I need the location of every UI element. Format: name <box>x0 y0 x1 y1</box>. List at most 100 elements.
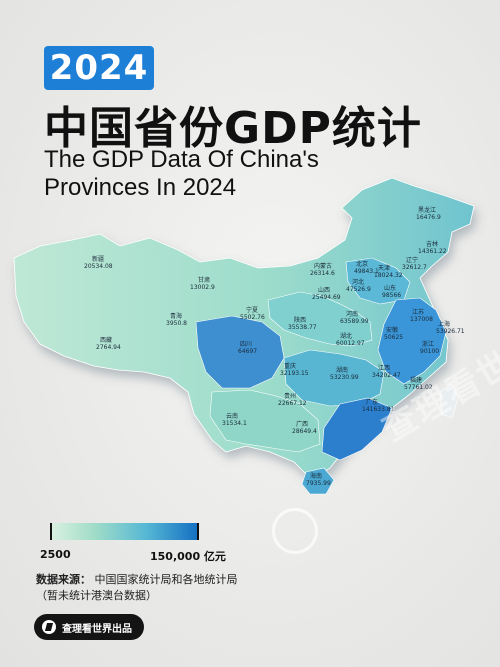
page-title-en: The GDP Data Of China's Provinces In 202… <box>44 146 319 201</box>
region-north-central <box>267 291 373 347</box>
svg-text:甘肃: 甘肃 <box>198 276 210 284</box>
svg-text:重庆: 重庆 <box>284 362 296 370</box>
brand-pill: 查理看世界出品 <box>34 614 144 640</box>
svg-text:14361.22: 14361.22 <box>418 248 447 255</box>
svg-text:31534.1: 31534.1 <box>222 420 247 427</box>
svg-text:上海: 上海 <box>438 320 450 328</box>
page-title-cn: 中国省份GDP统计 <box>44 103 422 154</box>
svg-text:7935.99: 7935.99 <box>306 480 331 487</box>
svg-text:18024.32: 18024.32 <box>374 272 403 279</box>
svg-text:98566: 98566 <box>382 292 401 299</box>
region-guangdong <box>321 397 393 461</box>
svg-text:陕西: 陕西 <box>294 316 306 324</box>
region-hainan <box>301 467 335 495</box>
svg-text:90100: 90100 <box>420 348 439 355</box>
region-taiwan <box>439 383 459 419</box>
legend-color-scale <box>50 523 199 540</box>
svg-text:北京: 北京 <box>356 260 368 268</box>
svg-text:黑龙江: 黑龙江 <box>418 206 436 214</box>
legend-min-label: 2500 <box>40 548 71 561</box>
svg-text:吉林: 吉林 <box>426 240 438 248</box>
svg-text:辽宁: 辽宁 <box>406 256 418 264</box>
year-badge: 2024 <box>44 46 154 90</box>
svg-text:浙江: 浙江 <box>422 340 434 348</box>
svg-text:63589.99: 63589.99 <box>340 318 369 325</box>
svg-text:49843.1: 49843.1 <box>354 268 379 275</box>
svg-text:141633.81: 141633.81 <box>362 406 395 413</box>
svg-text:20534.08: 20534.08 <box>84 263 113 270</box>
svg-text:28649.4: 28649.4 <box>292 428 317 435</box>
svg-text:江西: 江西 <box>378 365 390 372</box>
brand-name: 查理看世界出品 <box>62 623 132 635</box>
svg-text:湖南: 湖南 <box>336 366 348 374</box>
svg-text:50625: 50625 <box>384 334 403 341</box>
svg-text:2764.94: 2764.94 <box>96 344 121 351</box>
svg-text:广东: 广东 <box>366 398 378 406</box>
svg-text:57761.02: 57761.02 <box>404 384 433 391</box>
svg-text:32193.15: 32193.15 <box>280 370 309 377</box>
svg-text:25494.69: 25494.69 <box>312 294 341 301</box>
svg-text:内蒙古: 内蒙古 <box>314 262 332 270</box>
svg-text:安徽: 安徽 <box>386 326 398 334</box>
svg-text:137008: 137008 <box>410 316 433 323</box>
svg-text:海南: 海南 <box>310 472 322 480</box>
svg-text:西藏: 西藏 <box>100 336 112 344</box>
svg-text:53926.71: 53926.71 <box>436 328 465 335</box>
svg-text:64697: 64697 <box>238 348 257 355</box>
svg-text:26314.6: 26314.6 <box>310 270 335 277</box>
data-source-text: 中国国家统计局和各地统计局 <box>94 573 238 586</box>
svg-text:山西: 山西 <box>318 286 330 294</box>
svg-text:5502.76: 5502.76 <box>240 314 265 321</box>
svg-text:天津: 天津 <box>378 265 390 272</box>
year-badge-label: 2024 <box>49 48 149 88</box>
svg-text:河北: 河北 <box>352 278 364 286</box>
region-southwest <box>209 389 321 453</box>
svg-text:青海: 青海 <box>170 312 182 320</box>
svg-text:53230.99: 53230.99 <box>330 374 359 381</box>
svg-text:广西: 广西 <box>296 420 308 428</box>
svg-text:河南: 河南 <box>346 310 358 318</box>
svg-text:35538.77: 35538.77 <box>288 324 317 331</box>
svg-text:新疆: 新疆 <box>92 255 104 263</box>
svg-text:16476.9: 16476.9 <box>416 214 441 221</box>
data-source-label: 数据来源： <box>36 573 91 586</box>
svg-text:湖北: 湖北 <box>340 332 352 340</box>
svg-text:云南: 云南 <box>226 412 238 420</box>
region-sichuan <box>195 315 285 389</box>
svg-text:山东: 山东 <box>384 284 396 292</box>
svg-text:宁夏: 宁夏 <box>246 306 258 314</box>
svg-text:60012.97: 60012.97 <box>336 340 365 347</box>
svg-text:32612.7: 32612.7 <box>402 264 427 271</box>
